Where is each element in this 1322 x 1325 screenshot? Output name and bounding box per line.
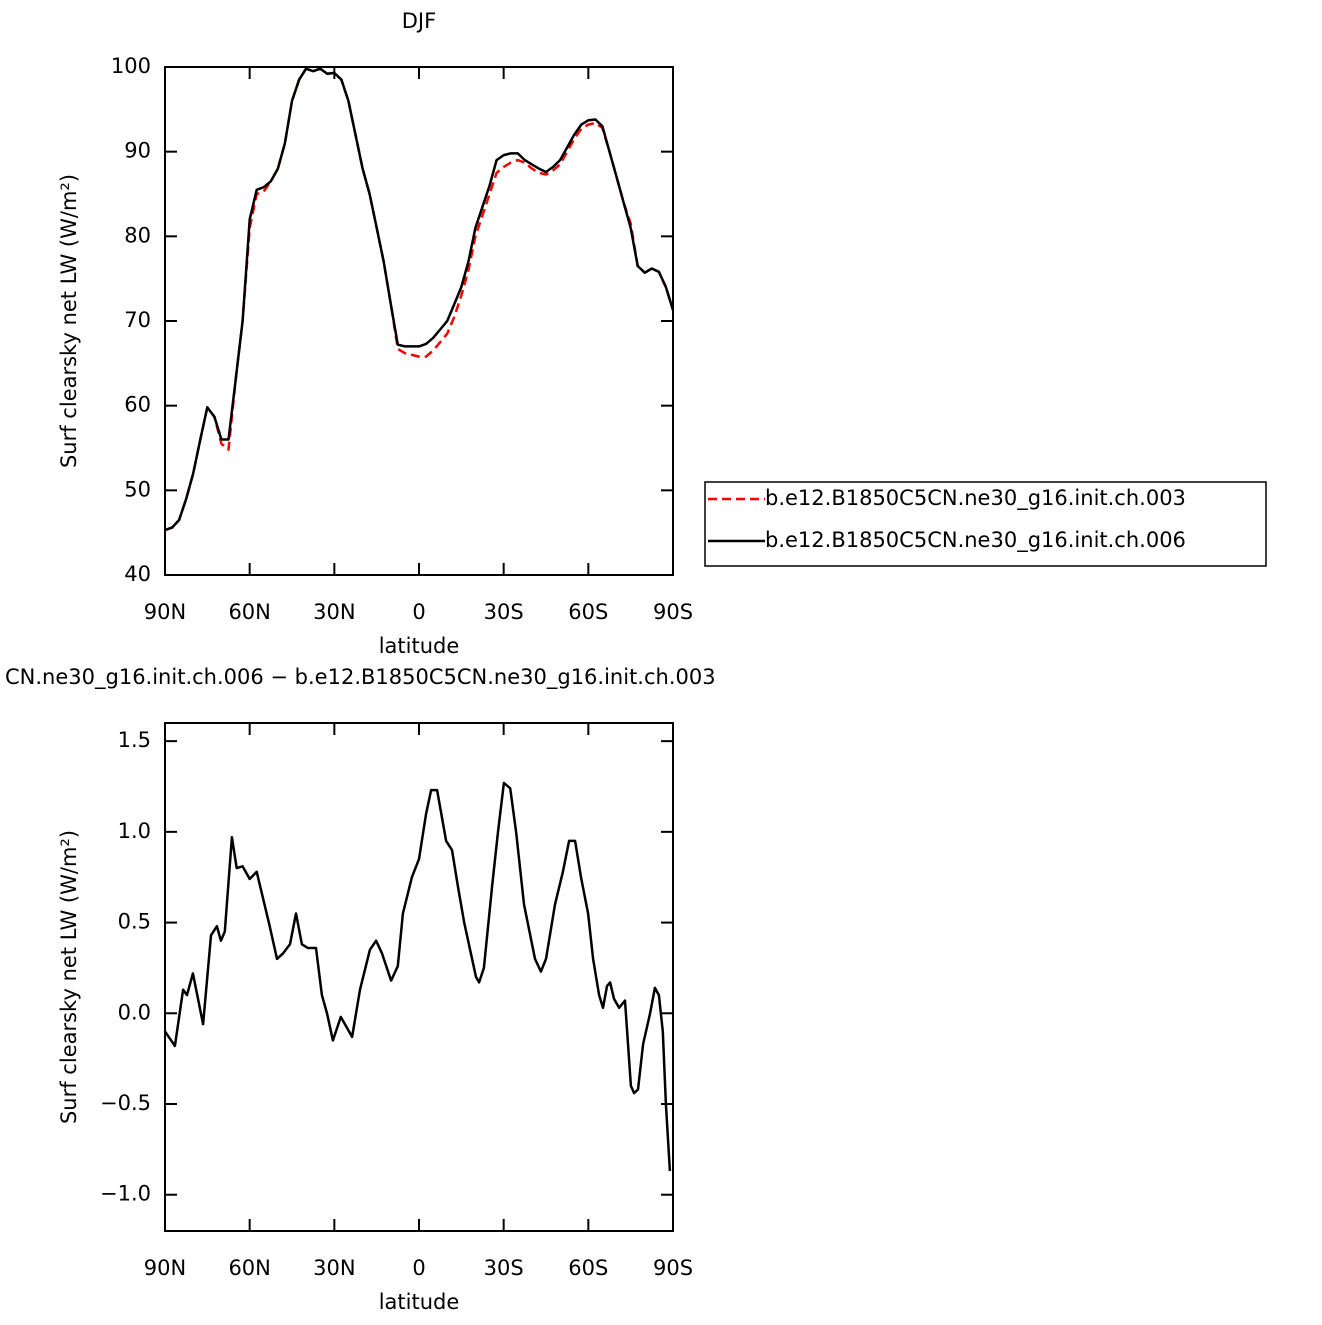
y-tick-label: 60 [124, 393, 151, 417]
chart-title: CN.ne30_g16.init.ch.006 − b.e12.B1850C5C… [5, 665, 716, 690]
y-tick-label: 50 [124, 477, 151, 501]
y-tick-label: 0.0 [118, 1000, 151, 1024]
x-tick-label: 60N [228, 600, 270, 624]
y-tick-label: −0.5 [100, 1091, 151, 1115]
x-tick-label: 30N [313, 600, 355, 624]
chart-title: DJF [402, 9, 436, 33]
legend-box [704, 481, 1267, 567]
y-axis-label: Surf clearsky net LW (W/m²) [57, 174, 81, 468]
x-tick-label: 0 [412, 600, 425, 624]
y-axis-label: Surf clearsky net LW (W/m²) [57, 830, 81, 1124]
legend-label: b.e12.B1850C5CN.ne30_g16.init.ch.006 [765, 528, 1186, 553]
x-tick-label: 0 [412, 1256, 425, 1280]
x-axis-label: latitude [379, 634, 460, 658]
y-tick-label: 70 [124, 308, 151, 332]
y-tick-label: 1.0 [118, 819, 151, 843]
series-line [163, 781, 672, 1172]
y-tick-label: 0.5 [118, 910, 151, 934]
plot-frame [164, 722, 674, 1232]
x-tick-label: 90N [144, 600, 186, 624]
x-tick-label: 90S [653, 600, 693, 624]
y-tick-label: 90 [124, 139, 151, 163]
x-tick-label: 30S [484, 600, 524, 624]
y-tick-label: 100 [111, 54, 151, 78]
series-line [164, 67, 675, 532]
x-tick-label: 30S [484, 1256, 524, 1280]
x-tick-label: 90N [144, 1256, 186, 1280]
y-tick-label: 1.5 [118, 728, 151, 752]
x-tick-label: 60N [228, 1256, 270, 1280]
x-tick-label: 30N [313, 1256, 355, 1280]
x-axis-label: latitude [379, 1290, 460, 1314]
y-tick-label: 40 [124, 562, 151, 586]
legend-label: b.e12.B1850C5CN.ne30_g16.init.ch.003 [765, 486, 1186, 511]
y-tick-label: 80 [124, 223, 151, 247]
x-tick-label: 60S [568, 1256, 608, 1280]
y-tick-label: −1.0 [100, 1182, 151, 1206]
series-line [164, 67, 675, 532]
x-tick-label: 90S [653, 1256, 693, 1280]
plot-frame [164, 66, 674, 576]
x-tick-label: 60S [568, 600, 608, 624]
